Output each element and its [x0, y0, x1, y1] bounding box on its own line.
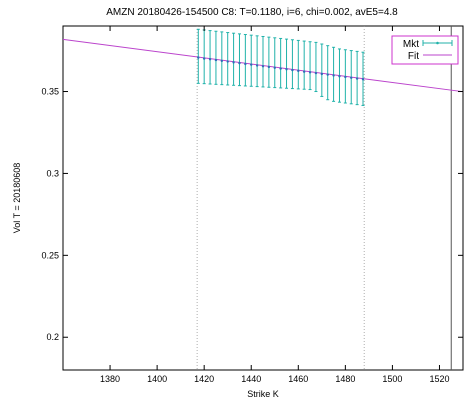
mkt-marker [220, 59, 224, 63]
chart-title: AMZN 20180426-154500 C8: T=0.1180, i=6, … [106, 7, 398, 18]
mkt-point [355, 50, 359, 106]
legend: Mkt Fit [391, 35, 459, 65]
mkt-marker [238, 61, 241, 65]
x-tick-label: 1460 [288, 374, 308, 384]
mkt-marker [285, 68, 288, 71]
mkt-marker [232, 61, 235, 64]
mkt-marker [261, 65, 265, 68]
mkt-point [314, 41, 318, 93]
mkt-point [196, 28, 200, 84]
legend-swatch-mkt [422, 40, 453, 46]
mkt-point [249, 34, 253, 87]
y-axis: 0.2 0.25 0.3 0.35 [41, 87, 463, 342]
mkt-point [337, 48, 341, 103]
x-tick-label: 1440 [241, 374, 261, 384]
mkt-point [220, 31, 224, 86]
x-tick-label: 1420 [194, 374, 214, 384]
mkt-point [255, 35, 259, 88]
mkt-marker [314, 71, 318, 75]
mkt-point [261, 35, 265, 88]
plot-frame [62, 25, 464, 371]
x-tick-label: 1400 [147, 374, 167, 384]
mkt-marker [267, 65, 271, 69]
mkt-point [308, 41, 312, 91]
mkt-marker [326, 73, 329, 76]
mkt-point [214, 30, 218, 85]
mkt-point [326, 45, 330, 101]
mkt-point [320, 43, 324, 97]
mkt-point [226, 32, 230, 86]
y-tick-label: 0.25 [41, 250, 59, 260]
x-tick-label: 1520 [429, 374, 449, 384]
mkt-marker [320, 72, 324, 76]
x-tick-label: 1380 [100, 374, 120, 384]
mkt-point [332, 46, 336, 102]
mkt-point [279, 37, 283, 89]
mkt-marker [302, 70, 306, 73]
mkt-point [285, 38, 289, 89]
mkt-point [243, 34, 247, 87]
mkt-marker [350, 76, 353, 79]
mkt-marker [273, 66, 276, 69]
y-tick-label: 0.2 [46, 332, 59, 342]
mkt-point [267, 36, 271, 88]
mkt-series [196, 28, 365, 106]
mkt-marker [355, 77, 359, 80]
legend-label-mkt: Mkt [403, 39, 419, 50]
mkt-marker [344, 75, 347, 79]
mkt-marker [197, 56, 200, 59]
mkt-point [296, 39, 300, 90]
y-axis-label: Vol T = 20180608 [12, 163, 22, 233]
legend-label-fit: Fit [408, 51, 419, 62]
mkt-marker [279, 67, 282, 70]
x-axis-label: Strike K [247, 389, 279, 399]
mkt-marker [226, 60, 229, 63]
reference-lines [196, 26, 452, 370]
mkt-marker [208, 58, 212, 61]
mkt-point [208, 30, 212, 85]
mkt-point [232, 32, 236, 86]
mkt-point [273, 37, 277, 89]
mkt-point [361, 51, 365, 106]
mkt-marker [202, 57, 206, 60]
legend-box [391, 35, 459, 65]
mkt-point [349, 50, 353, 105]
mkt-marker [214, 58, 218, 62]
mkt-marker [361, 78, 365, 81]
mkt-marker [338, 75, 341, 78]
y-tick-label: 0.3 [46, 168, 59, 178]
mkt-point [302, 40, 306, 90]
mkt-point [290, 39, 294, 90]
mkt-marker [308, 71, 312, 74]
x-axis: 1380 1400 1420 1440 1460 1480 1500 1520 [100, 26, 449, 384]
mkt-marker [291, 68, 294, 72]
y-tick-label: 0.35 [41, 87, 59, 97]
mkt-marker [332, 74, 335, 77]
x-tick-label: 1480 [335, 374, 355, 384]
mkt-point [343, 49, 347, 104]
mkt-point [202, 29, 206, 85]
mkt-marker [250, 63, 253, 66]
mkt-point [237, 33, 241, 87]
x-tick-label: 1500 [382, 374, 402, 384]
mkt-marker [297, 69, 300, 73]
mkt-marker [244, 62, 247, 66]
mkt-marker [255, 64, 259, 67]
